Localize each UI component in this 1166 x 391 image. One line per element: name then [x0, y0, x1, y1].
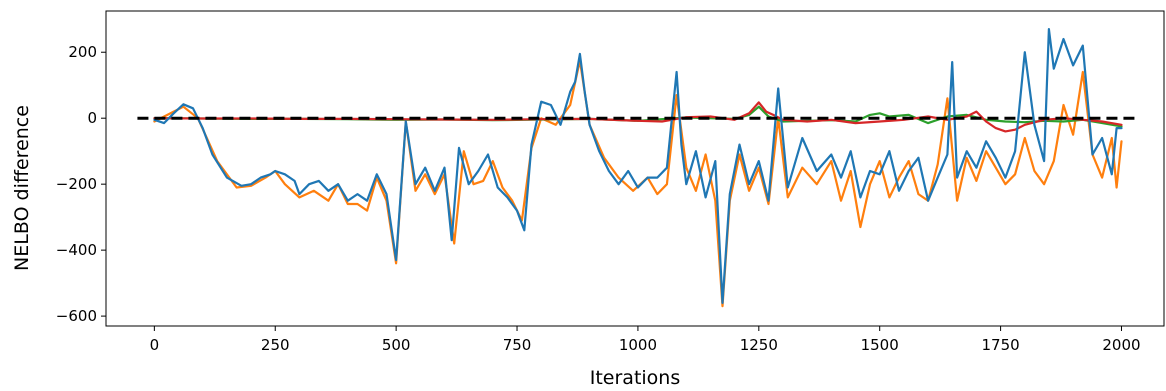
x-tick-label: 0 [150, 336, 160, 354]
series-line-1 [153, 59, 1123, 308]
axes: 0 250 500 750 1000 1250 1500 1750 20002000−200−4… [56, 10, 1165, 354]
y-tick-label: −600 [56, 307, 97, 325]
y-tick-label: 0 [87, 109, 97, 127]
plot-area [137, 28, 1139, 308]
series-line-4 [153, 28, 1123, 304]
x-tick-label: 500 [382, 336, 411, 354]
y-tick-label: −200 [56, 175, 97, 193]
x-tick-label: 1500 [861, 336, 899, 354]
y-axis-label: NELBO difference [11, 105, 33, 271]
x-tick-label: 1000 [619, 336, 657, 354]
x-tick-label: 1250 [740, 336, 778, 354]
x-axis-label: Iterations [590, 367, 681, 389]
axes-frame [105, 10, 1165, 327]
y-tick-label: 200 [68, 43, 97, 61]
x-tick-label: 250 [261, 336, 290, 354]
x-tick-label: 750 [503, 336, 532, 354]
y-tick-label: −400 [56, 241, 97, 259]
series-line-2 [153, 105, 1123, 128]
x-tick-label: 1750 [981, 336, 1019, 354]
x-tick-label: 2000 [1102, 336, 1140, 354]
